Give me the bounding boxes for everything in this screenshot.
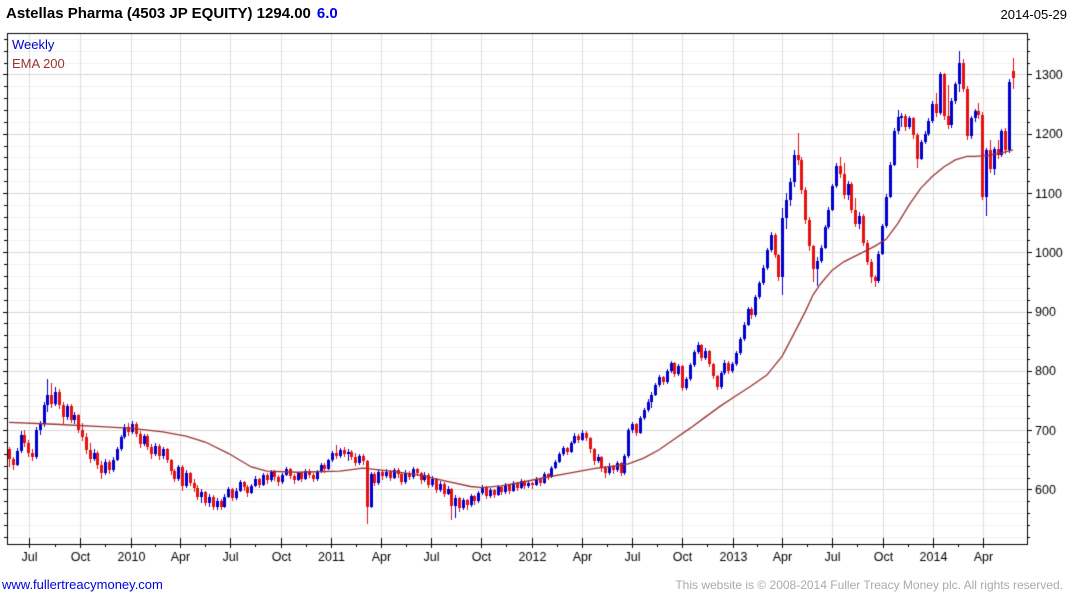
footer: www.fullertreacymoney.com This website i…	[0, 575, 1075, 597]
price-change-value: 6.0	[316, 5, 338, 22]
chart-date: 2014-05-29	[1000, 7, 1068, 22]
copyright-text: This website is © 2008-2014 Fuller Treac…	[675, 578, 1063, 592]
page-title: Astellas Pharma (4503 JP EQUITY) 1294.00	[6, 5, 311, 22]
legend-ema: EMA 200	[12, 56, 65, 71]
chart-legend: Weekly EMA 200	[12, 35, 65, 73]
chart-title-bar: Astellas Pharma (4503 JP EQUITY) 1294.00…	[6, 5, 338, 22]
site-link[interactable]: www.fullertreacymoney.com	[2, 577, 163, 592]
legend-frequency: Weekly	[12, 37, 55, 52]
